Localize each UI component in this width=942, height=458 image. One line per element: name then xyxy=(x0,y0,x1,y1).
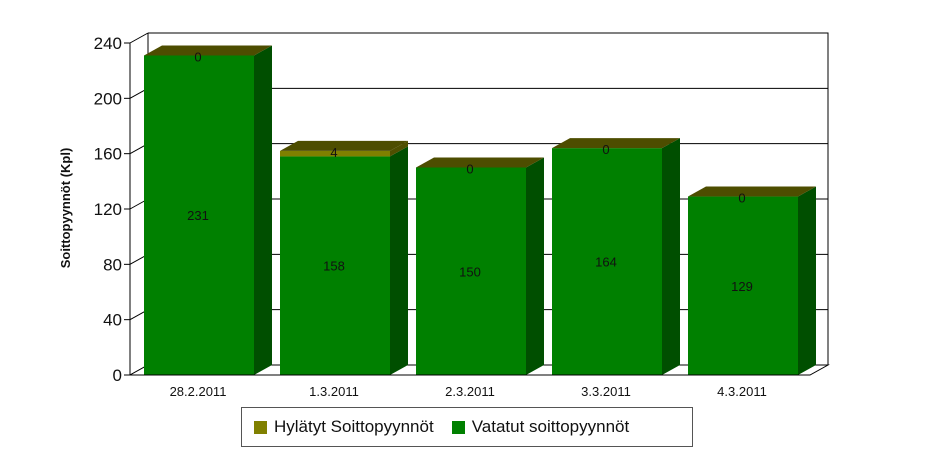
y-tick-label-4: 160 xyxy=(94,145,122,164)
data-label-0-3: 164 xyxy=(595,255,617,270)
data-label-0-0: 231 xyxy=(187,208,209,223)
y-axis-label: Soittopyynnöt (Kpl) xyxy=(58,148,73,269)
data-label-1-0: 0 xyxy=(194,49,201,64)
data-label-1-4: 0 xyxy=(738,191,745,206)
x-tick-label-4: 4.3.2011 xyxy=(717,384,767,399)
bar-0-1 xyxy=(280,146,408,375)
y-axis: 0 40 80 120 160 200 240 xyxy=(94,33,149,385)
legend-item-rejected: Hylätyt Soittopyynnöt xyxy=(254,417,434,437)
bar-front-0-3 xyxy=(552,148,662,375)
legend-item-accepted: Vatatut soittopyynnöt xyxy=(451,417,630,437)
bar-side-0-3 xyxy=(662,138,680,375)
bar-front-0-1 xyxy=(280,156,390,375)
bars: 231 0 158 4 150 0 164 0 129 0 xyxy=(144,45,816,375)
gridline-side-6 xyxy=(129,32,149,44)
x-tick-label-3: 3.3.2011 xyxy=(581,384,631,399)
legend-label-accepted: Vatatut soittopyynnöt xyxy=(471,417,630,436)
bar-top-2 xyxy=(416,157,544,168)
data-label-1-3: 0 xyxy=(602,142,609,157)
y-tick-label-6: 240 xyxy=(94,34,122,53)
chart: 0 40 80 120 160 200 240 231 0 158 4 150 0 164 0 129 0 2… xyxy=(58,32,830,399)
bar-side-0-2 xyxy=(526,157,544,375)
y-tick-label-3: 120 xyxy=(94,200,122,219)
bar-0-0 xyxy=(144,45,272,375)
x-tick-label-0: 28.2.2011 xyxy=(170,384,227,399)
bar-side-0-4 xyxy=(798,186,816,375)
bar-top-1 xyxy=(280,140,408,151)
x-tick-label-1: 1.3.2011 xyxy=(309,384,359,399)
bar-side-0-1 xyxy=(390,146,408,375)
bar-1-1 xyxy=(280,140,408,157)
y-tick-label-2: 80 xyxy=(103,255,122,274)
bar-0-4 xyxy=(688,186,816,375)
x-tick-label-2: 2.3.2011 xyxy=(445,384,495,399)
bar-front-0-4 xyxy=(688,196,798,375)
y-tick-label-5: 200 xyxy=(94,89,122,108)
bar-top-3 xyxy=(552,138,680,149)
bar-front-0-2 xyxy=(416,167,526,375)
bar-side-0-0 xyxy=(254,45,272,375)
y-tick-label-1: 40 xyxy=(103,311,122,330)
bar-front-0-0 xyxy=(144,55,254,375)
bar-top-4 xyxy=(688,186,816,197)
legend-swatch-rejected xyxy=(254,420,267,434)
data-label-0-2: 150 xyxy=(459,264,481,279)
bar-0-3 xyxy=(552,138,680,375)
data-label-1-1: 4 xyxy=(330,145,337,160)
data-label-0-1: 158 xyxy=(323,259,345,274)
x-axis: 28.2.2011 1.3.2011 2.3.2011 3.3.2011 4.3.201… xyxy=(130,374,810,399)
data-label-0-4: 129 xyxy=(731,279,753,294)
legend-swatch-accepted xyxy=(451,420,465,434)
bar-side-1-1 xyxy=(390,140,408,157)
bar-0-2 xyxy=(416,157,544,375)
legend: Hylätyt Soittopyynnöt Vatatut soittopyyn… xyxy=(241,407,693,447)
data-label-1-2: 0 xyxy=(466,162,473,177)
bar-front-1-1 xyxy=(280,150,390,157)
y-tick-label-0: 0 xyxy=(113,366,122,385)
legend-label-rejected: Hylätyt Soittopyynnöt xyxy=(274,417,434,436)
bar-top-0 xyxy=(144,45,272,56)
